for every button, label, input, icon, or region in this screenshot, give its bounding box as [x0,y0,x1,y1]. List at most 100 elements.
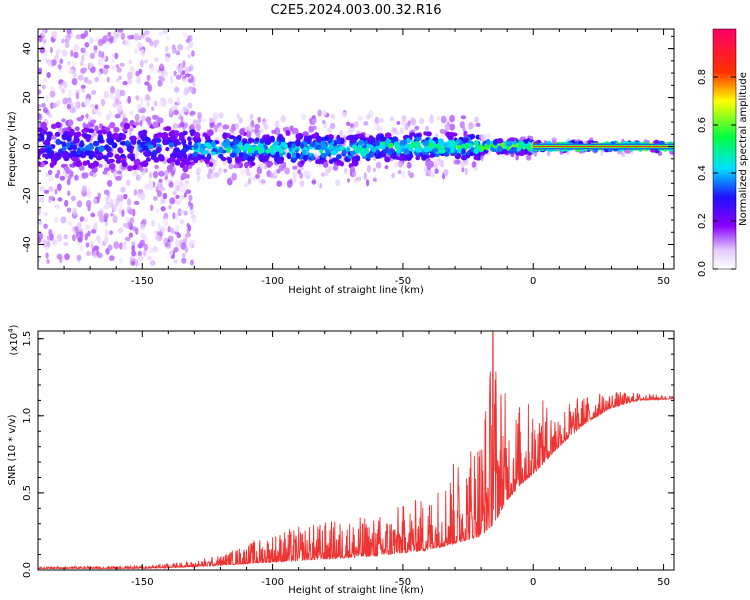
spectrogram-cell [401,170,406,178]
spectrogram-cell [122,117,128,124]
spectrogram-cell [121,160,127,168]
spectrogram-cell [45,95,49,102]
spectrogram-cell [375,134,381,141]
spectrogram-cell [339,130,343,137]
spectrogram-cell [59,58,64,64]
spectrogram-cell [460,115,467,120]
spectrogram-cell [379,118,385,123]
spectrogram-cell [78,227,84,233]
spectrogram-cell [398,156,405,161]
spectrogram-cell [162,192,168,200]
spectrogram-cell [453,159,457,165]
spectrogram-cell [175,212,179,221]
spectrogram-cell [327,137,333,144]
spectrogram-cell [140,223,146,230]
spectrogram-cell [51,102,58,109]
spectrogram-cell [120,153,126,158]
spectrogram-cell [355,155,361,162]
spectrogram-cell [42,29,46,36]
snr-y-tick-label: 0.0 [22,562,33,578]
spectrogram-cell [462,126,466,132]
spectrogram-cell [422,140,430,147]
spectrogram-cell [43,212,49,217]
spectrogram-cell [214,124,218,133]
spectrogram-cell [98,145,105,153]
spectrogram-cell [480,134,487,142]
spectrogram-cell [112,133,120,140]
spectrogram-cell [229,127,235,133]
spectrogram-cell [190,129,195,137]
spectrogram-cell [151,220,155,228]
spectrogram-cell [188,200,192,207]
spectrogram-cell [292,171,297,179]
spectrogram-cell [341,111,348,118]
spectrogram-cell [266,161,274,167]
spectrogram-cell [246,170,252,177]
spectrogram-cell [76,117,84,122]
spectrogram-cell [120,32,126,40]
spectrogram-cell [139,192,146,201]
spectrogram-cell [335,179,341,187]
spectrogram-cell [510,146,518,152]
spectrogram-cell [72,60,76,68]
spectrogram-cell [185,66,190,74]
spectrogram-cell [148,171,153,179]
spectrogram-cell [97,192,101,199]
spectrogram-cell [66,36,70,44]
spectrogram-cell [151,66,155,74]
spectrogram-cell [218,112,224,119]
spectrogram-cell [394,143,401,150]
spectrogram-cell [339,161,344,167]
spectrogram-cell [90,212,96,218]
colorbar-tick-label: 0.2 [697,213,708,229]
spectrogram-x-tick-label: 0 [530,276,536,287]
spectrogram-cell [301,149,307,156]
spectrogram-cell [518,150,526,157]
spectrogram-cell [173,184,177,192]
spectrogram-cell [250,120,255,128]
spectrogram-cell [526,153,532,161]
spectrogram-cell [449,123,456,131]
spectrogram-cell [80,61,84,67]
spectrogram-cell [124,236,131,242]
spectrogram-cell [399,127,405,135]
spectrogram-cell [114,198,120,206]
spectrogram-cell [317,181,321,188]
spectrogram-cell [183,192,187,198]
spectrogram-cell [162,29,169,35]
spectrogram-cell [109,93,114,99]
spectrogram-cell [397,169,402,175]
spectrogram-cell [238,146,244,151]
spectrogram-cell [375,161,382,169]
spectrogram-cell [232,138,240,145]
spectrogram-cell [155,137,162,143]
spectrogram-cell [206,129,214,136]
spectrogram-cell [128,130,133,138]
spectrogram-cell [385,138,392,144]
spectrogram-cell [167,98,173,105]
spectrogram-cell [88,62,93,69]
spectrogram-cell [85,113,89,119]
spectrogram-cell [374,139,381,147]
spectrogram-cell [249,113,254,121]
spectrogram-cell [71,156,77,162]
spectrogram-cell [140,97,144,105]
spectrogram-cell [52,31,58,40]
spectrogram-cell [54,131,61,137]
spectrogram-cell [353,121,359,128]
spectrogram-cell [133,121,140,126]
spectrogram-cell [396,148,401,154]
spectrogram-cell [201,118,207,123]
spectrogram-cell [336,138,341,145]
spectrogram-cell [342,150,347,155]
colorbar-tick-label: 0.6 [697,117,708,133]
spectrogram-cell [49,90,56,98]
spectrogram-cell [247,146,252,153]
spectrogram-cell [157,79,163,87]
spectrogram-panel: -150 -100 -50 0 50 -40 -20 0 20 40 Height of str… [7,28,675,296]
spectrogram-cell [134,259,139,268]
spectrogram-cell [229,152,237,158]
snr-y-scale-close: ) [9,324,20,328]
spectrogram-cell [113,170,118,178]
spectrogram-cell [157,182,164,190]
